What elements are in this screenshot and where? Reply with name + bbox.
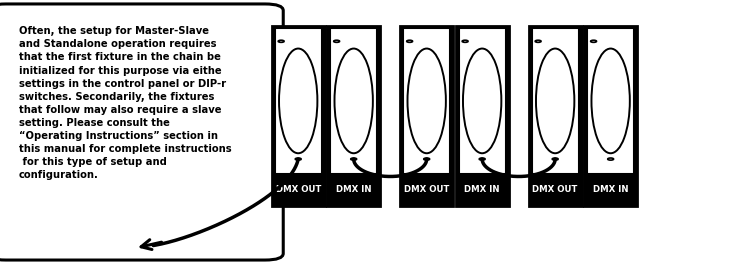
- Bar: [584, 26, 637, 206]
- Bar: [531, 28, 579, 174]
- Bar: [274, 28, 322, 174]
- Text: DMX OUT: DMX OUT: [532, 185, 578, 194]
- Bar: [272, 26, 325, 206]
- Text: DMX OUT: DMX OUT: [404, 185, 450, 194]
- Text: DMX IN: DMX IN: [336, 185, 372, 194]
- Bar: [458, 28, 506, 174]
- Bar: [274, 28, 322, 174]
- Bar: [330, 28, 377, 174]
- Bar: [456, 26, 509, 206]
- Bar: [327, 26, 380, 206]
- Text: DMX OUT: DMX OUT: [275, 185, 321, 194]
- Bar: [531, 28, 579, 174]
- Bar: [587, 28, 634, 174]
- Bar: [403, 28, 450, 174]
- Bar: [587, 28, 634, 174]
- Text: Often, the setup for Master-Slave
and Standalone operation requires
that the fir: Often, the setup for Master-Slave and St…: [19, 26, 231, 180]
- Text: DMX IN: DMX IN: [464, 185, 500, 194]
- Bar: [403, 28, 450, 174]
- Bar: [529, 26, 582, 206]
- Bar: [330, 28, 377, 174]
- Bar: [458, 28, 506, 174]
- Text: DMX IN: DMX IN: [593, 185, 629, 194]
- FancyBboxPatch shape: [0, 4, 283, 260]
- Bar: [400, 26, 453, 206]
